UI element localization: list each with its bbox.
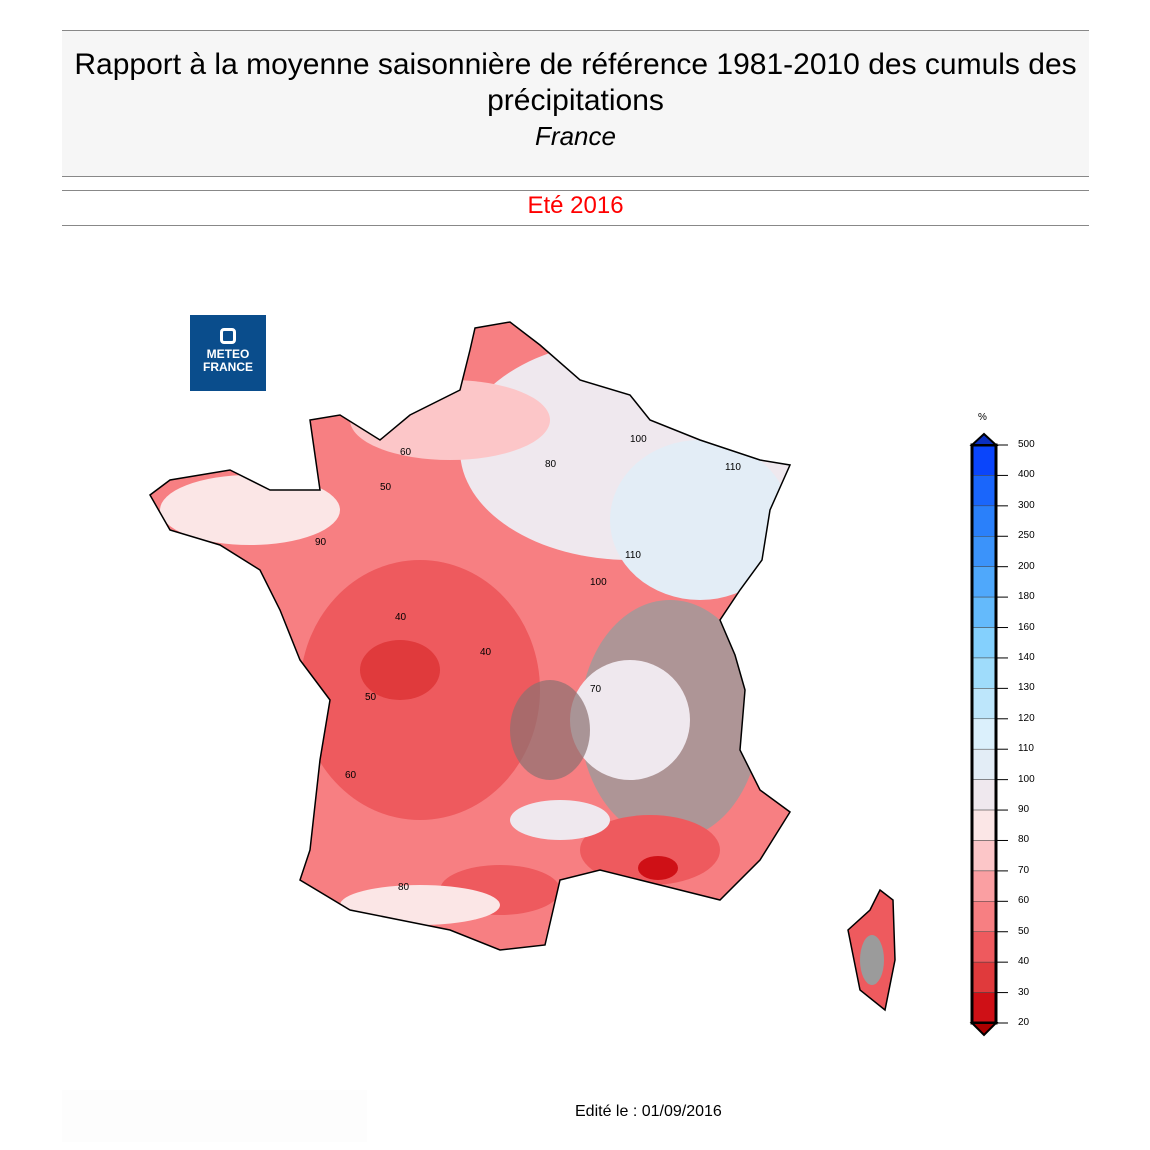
contour-label: 100 (630, 434, 647, 445)
contour-label: 40 (395, 612, 407, 623)
corsica (848, 890, 895, 1010)
contour-label: 70 (590, 684, 602, 695)
legend-swatch (971, 596, 997, 628)
legend-tick-label: 130 (1018, 682, 1035, 694)
legend-tick-label: 60 (1018, 895, 1030, 907)
legend-swatch (971, 475, 997, 507)
france-mainland (150, 322, 790, 950)
contour-label: 50 (365, 692, 377, 703)
legend-swatch (971, 901, 997, 932)
contour-label: 60 (345, 770, 357, 781)
legend-swatch (971, 688, 997, 720)
logo-line1: METEO (206, 347, 250, 361)
legend-tick-label: 80 (1018, 834, 1030, 846)
footer-box (62, 1090, 367, 1142)
legend-swatch (971, 566, 997, 598)
page-title: Rapport à la moyenne saisonnière de réfé… (74, 48, 1077, 117)
legend-tick-label: 110 (1018, 743, 1034, 755)
legend-swatch (971, 627, 997, 659)
legend-arrow-up (969, 432, 999, 446)
contour-label: 110 (625, 550, 641, 561)
contour-label: 60 (400, 447, 412, 458)
legend-tick-label: 200 (1018, 560, 1035, 572)
season-label: Eté 2016 (62, 190, 1089, 226)
legend-tick-label: 140 (1018, 651, 1035, 663)
legend-swatch (971, 809, 997, 841)
legend-swatch (971, 657, 997, 689)
legend-swatch (971, 536, 997, 567)
legend-tick-label: 250 (1018, 530, 1035, 542)
legend-tick-label: 40 (1018, 956, 1030, 968)
contour-label: 80 (398, 882, 410, 893)
legend-tick-label: 300 (1018, 499, 1035, 511)
legend-swatch (971, 961, 997, 993)
meteo-france-logo: METEO FRANCE (190, 315, 266, 391)
legend-swatch (971, 505, 997, 537)
contour-label: 100 (590, 577, 607, 588)
logo-line2: FRANCE (203, 360, 253, 374)
contour-label: 50 (380, 482, 392, 493)
legend-tick-label: 90 (1018, 804, 1030, 816)
legend-arrow-down (969, 1022, 999, 1037)
region-label: France (535, 121, 616, 151)
legend-unit: % (978, 412, 987, 423)
legend-tick-label: 180 (1018, 591, 1035, 603)
legend-swatch (971, 748, 997, 780)
legend-swatch (971, 444, 997, 476)
legend-swatch (971, 840, 997, 872)
legend-tick-label: 70 (1018, 864, 1030, 876)
legend-swatch (971, 992, 997, 1024)
legend-tick-label: 30 (1018, 986, 1030, 998)
legend-swatch (971, 870, 997, 902)
logo-icon (220, 328, 236, 344)
contour-label: 90 (315, 537, 327, 548)
title-panel: Rapport à la moyenne saisonnière de réfé… (62, 30, 1089, 177)
contour-label: 80 (545, 459, 557, 470)
legend-tick-label: 160 (1018, 621, 1035, 633)
legend-tick-label: 120 (1018, 712, 1035, 724)
contour-label: 110 (725, 462, 741, 473)
legend-tick-label: 400 (1018, 469, 1035, 481)
contour-labels: 60 80 100 110 90 50 40 70 100 110 40 50 … (315, 434, 741, 893)
color-legend (969, 432, 1008, 1037)
edited-date: Edité le : 01/09/2016 (575, 1103, 722, 1120)
legend-tick-label: 20 (1018, 1017, 1030, 1028)
legend-tick-label: 100 (1018, 773, 1035, 785)
contour-label: 40 (480, 647, 492, 658)
legend-swatch (971, 779, 997, 811)
legend-tick-label: 50 (1018, 925, 1030, 937)
legend-tick-label: 500 (1018, 439, 1035, 450)
legend-swatch (971, 931, 997, 963)
legend-swatch (971, 718, 997, 750)
